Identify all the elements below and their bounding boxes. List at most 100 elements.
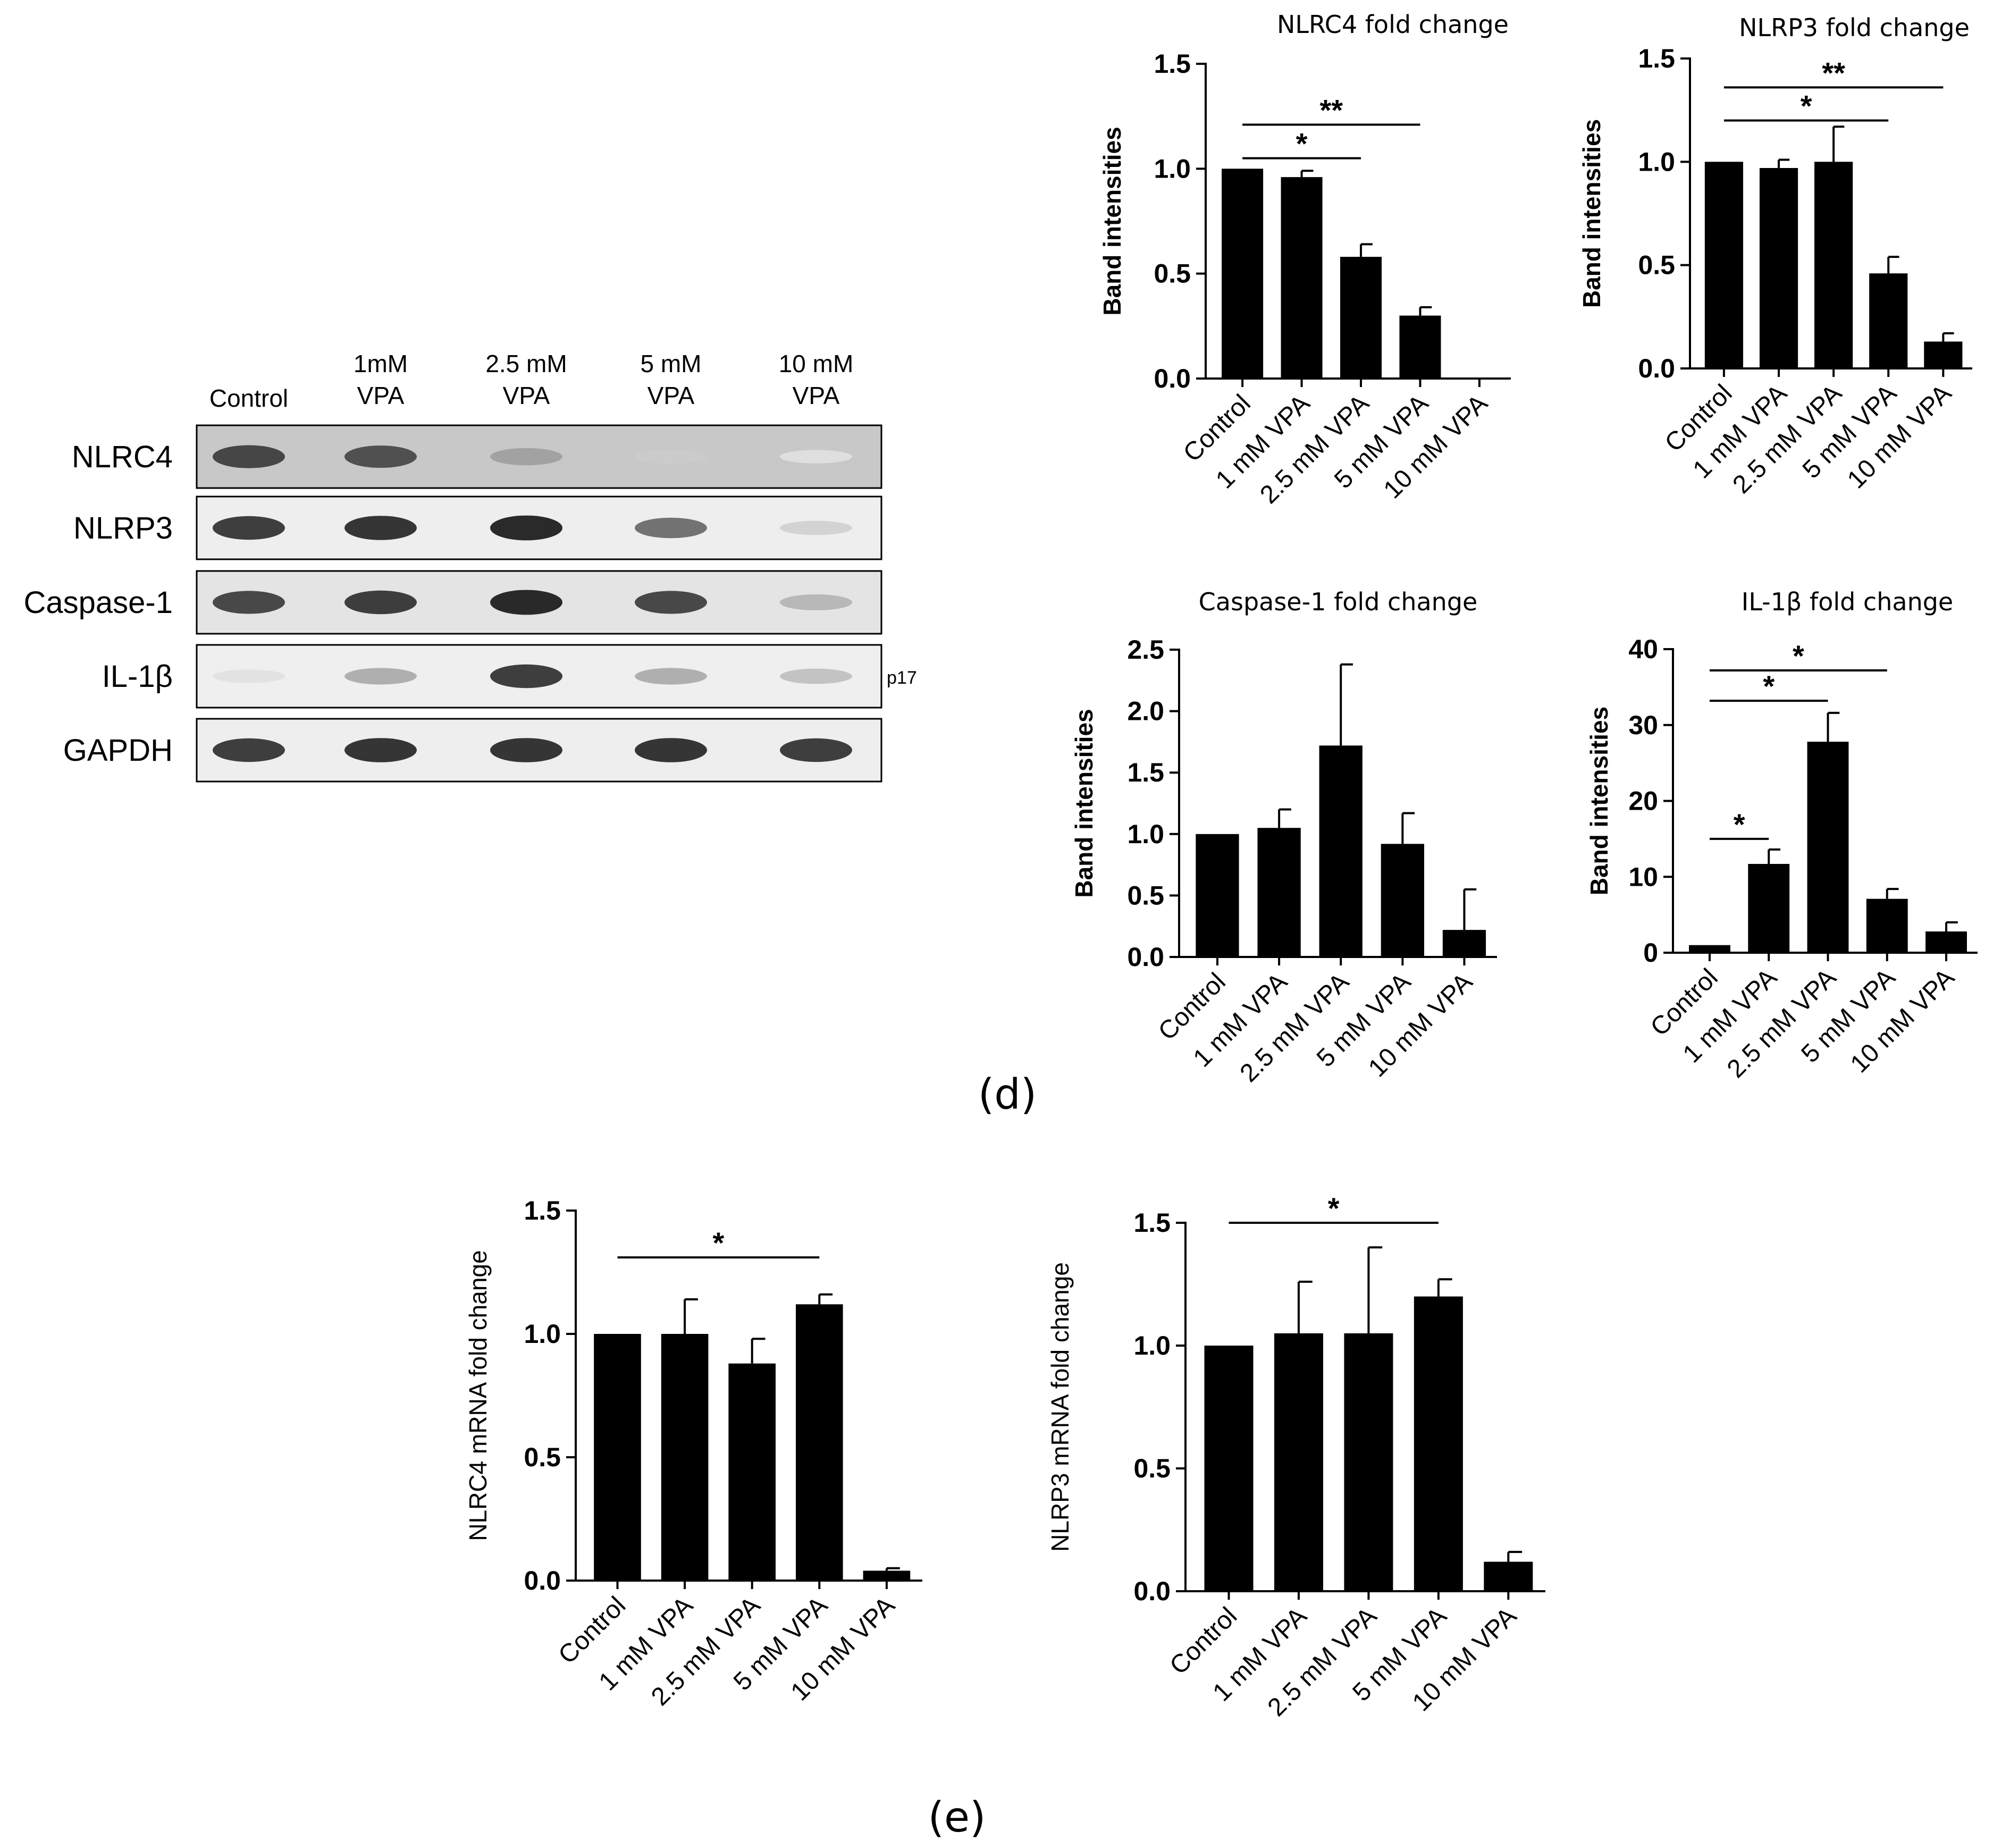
bar: [1759, 167, 1798, 368]
chart-1: NLRC4 fold change 0.0 0.5 1.0 1.5 Band intens…: [1098, 10, 1511, 509]
blot-row-label: IL-1β: [102, 659, 173, 694]
blot-band: [344, 668, 417, 685]
chart-title: Caspase-1 fold change: [1199, 587, 1478, 616]
blot-band: [490, 590, 562, 615]
bar: [1340, 257, 1382, 379]
lane-label: VPA: [503, 382, 550, 409]
y-tick-label: 40: [1628, 634, 1658, 664]
lane-label: VPA: [793, 382, 840, 409]
bar: [1319, 745, 1363, 957]
blot-band: [780, 450, 852, 464]
y-tick-label: 2.5: [1127, 635, 1164, 665]
blot-band: [490, 448, 562, 466]
bar-charts: NLRC4 fold change 0.0 0.5 1.0 1.5 Band intens…: [464, 10, 1978, 1722]
blot-row-label: GAPDH: [63, 733, 173, 768]
y-tick-label: 0.5: [1127, 880, 1164, 910]
y-tick-label: 0.5: [1638, 250, 1675, 280]
chart-title: IL-1β fold change: [1742, 587, 1953, 616]
blot-band: [780, 520, 852, 535]
y-tick-label: 1.0: [1127, 819, 1164, 849]
significance-label: **: [1319, 93, 1343, 127]
y-tick-label: 0.0: [1154, 364, 1191, 393]
y-tick-label: 0.0: [524, 1566, 561, 1595]
bar: [1399, 315, 1441, 379]
blot-band: [344, 738, 417, 762]
bar: [1414, 1296, 1463, 1591]
y-tick-label: 1.0: [524, 1319, 561, 1349]
y-axis-label: Band intensities: [1070, 709, 1098, 897]
y-axis-label: NLRC4 mRNA fold change: [464, 1250, 492, 1541]
lane-label: 1mM: [354, 350, 408, 377]
lane-label: VPA: [357, 382, 405, 409]
bar: [594, 1334, 641, 1581]
bar: [1689, 945, 1730, 953]
blot-band: [635, 449, 707, 464]
blot-band: [344, 516, 417, 540]
bar: [1274, 1333, 1323, 1591]
bar: [1925, 931, 1967, 953]
y-tick-label: 0.0: [1638, 354, 1675, 383]
y-tick-label: 0.5: [1133, 1454, 1171, 1483]
significance-label: *: [1328, 1191, 1340, 1225]
y-axis-label: Band intensities: [1098, 127, 1126, 315]
bar: [795, 1304, 843, 1581]
bar: [1869, 273, 1908, 368]
y-tick-label: 0.0: [1127, 942, 1164, 972]
bar: [1281, 177, 1323, 379]
y-axis-label: Band intensities: [1585, 707, 1613, 895]
blot-band: [780, 738, 852, 762]
bar: [1381, 844, 1424, 957]
blot-row-label: Caspase-1: [24, 585, 173, 620]
blot-band: [213, 516, 285, 540]
blot-band: [344, 590, 417, 615]
bar: [1748, 863, 1790, 953]
blot-band: [213, 591, 285, 614]
blot-band: [213, 738, 285, 762]
significance-label: *: [1296, 127, 1308, 161]
blot-band: [780, 668, 852, 684]
blot-band: [490, 515, 562, 541]
y-tick-label: 1.0: [1133, 1331, 1171, 1360]
significance-label: *: [1801, 89, 1812, 123]
significance-label: *: [1734, 808, 1745, 841]
bar: [728, 1363, 776, 1581]
y-tick-label: 1.0: [1154, 154, 1191, 183]
y-tick-label: 2.0: [1127, 696, 1164, 726]
blot-band: [780, 594, 852, 610]
blot-band: [635, 668, 707, 685]
bar: [661, 1334, 709, 1581]
y-tick-label: 0.5: [524, 1442, 561, 1472]
blot-band: [344, 446, 417, 468]
y-tick-label: 1.0: [1638, 147, 1675, 177]
blot-band: [213, 669, 285, 683]
significance-label: **: [1822, 56, 1845, 89]
bar: [863, 1570, 911, 1581]
y-tick-label: 30: [1628, 710, 1658, 740]
bar: [1204, 1346, 1254, 1591]
lane-label: 10 mM: [779, 350, 854, 377]
significance-label: *: [1793, 639, 1804, 673]
y-tick-label: 0: [1643, 938, 1658, 968]
chart-2: NLRP3 fold change 0.0 0.5 1.0 1.5 Band intens…: [1578, 13, 1972, 499]
y-axis-label: Band intensities: [1578, 119, 1605, 308]
y-axis-label: NLRP3 mRNA fold change: [1046, 1262, 1074, 1552]
blot-row-label: NLRP3: [73, 511, 173, 545]
panel-label-e: (e): [928, 1794, 986, 1842]
bar: [1924, 341, 1963, 368]
lane-label: Control: [209, 384, 288, 412]
blot-band: [635, 591, 707, 614]
y-tick-label: 10: [1628, 862, 1658, 892]
significance-label: *: [1763, 669, 1774, 703]
y-tick-label: 1.5: [1638, 44, 1675, 73]
blot-band: [490, 664, 562, 688]
blot-side-label: p17: [887, 668, 917, 688]
chart-title: NLRC4 fold change: [1277, 10, 1509, 39]
bar: [1807, 742, 1849, 953]
bar: [1222, 169, 1264, 379]
chart-3: Caspase-1 fold change 0.0 0.5 1.0 1.5 2.0 2.5 B…: [1070, 587, 1497, 1088]
lane-label: 2.5 mM: [485, 350, 567, 377]
blot-band: [213, 445, 285, 468]
